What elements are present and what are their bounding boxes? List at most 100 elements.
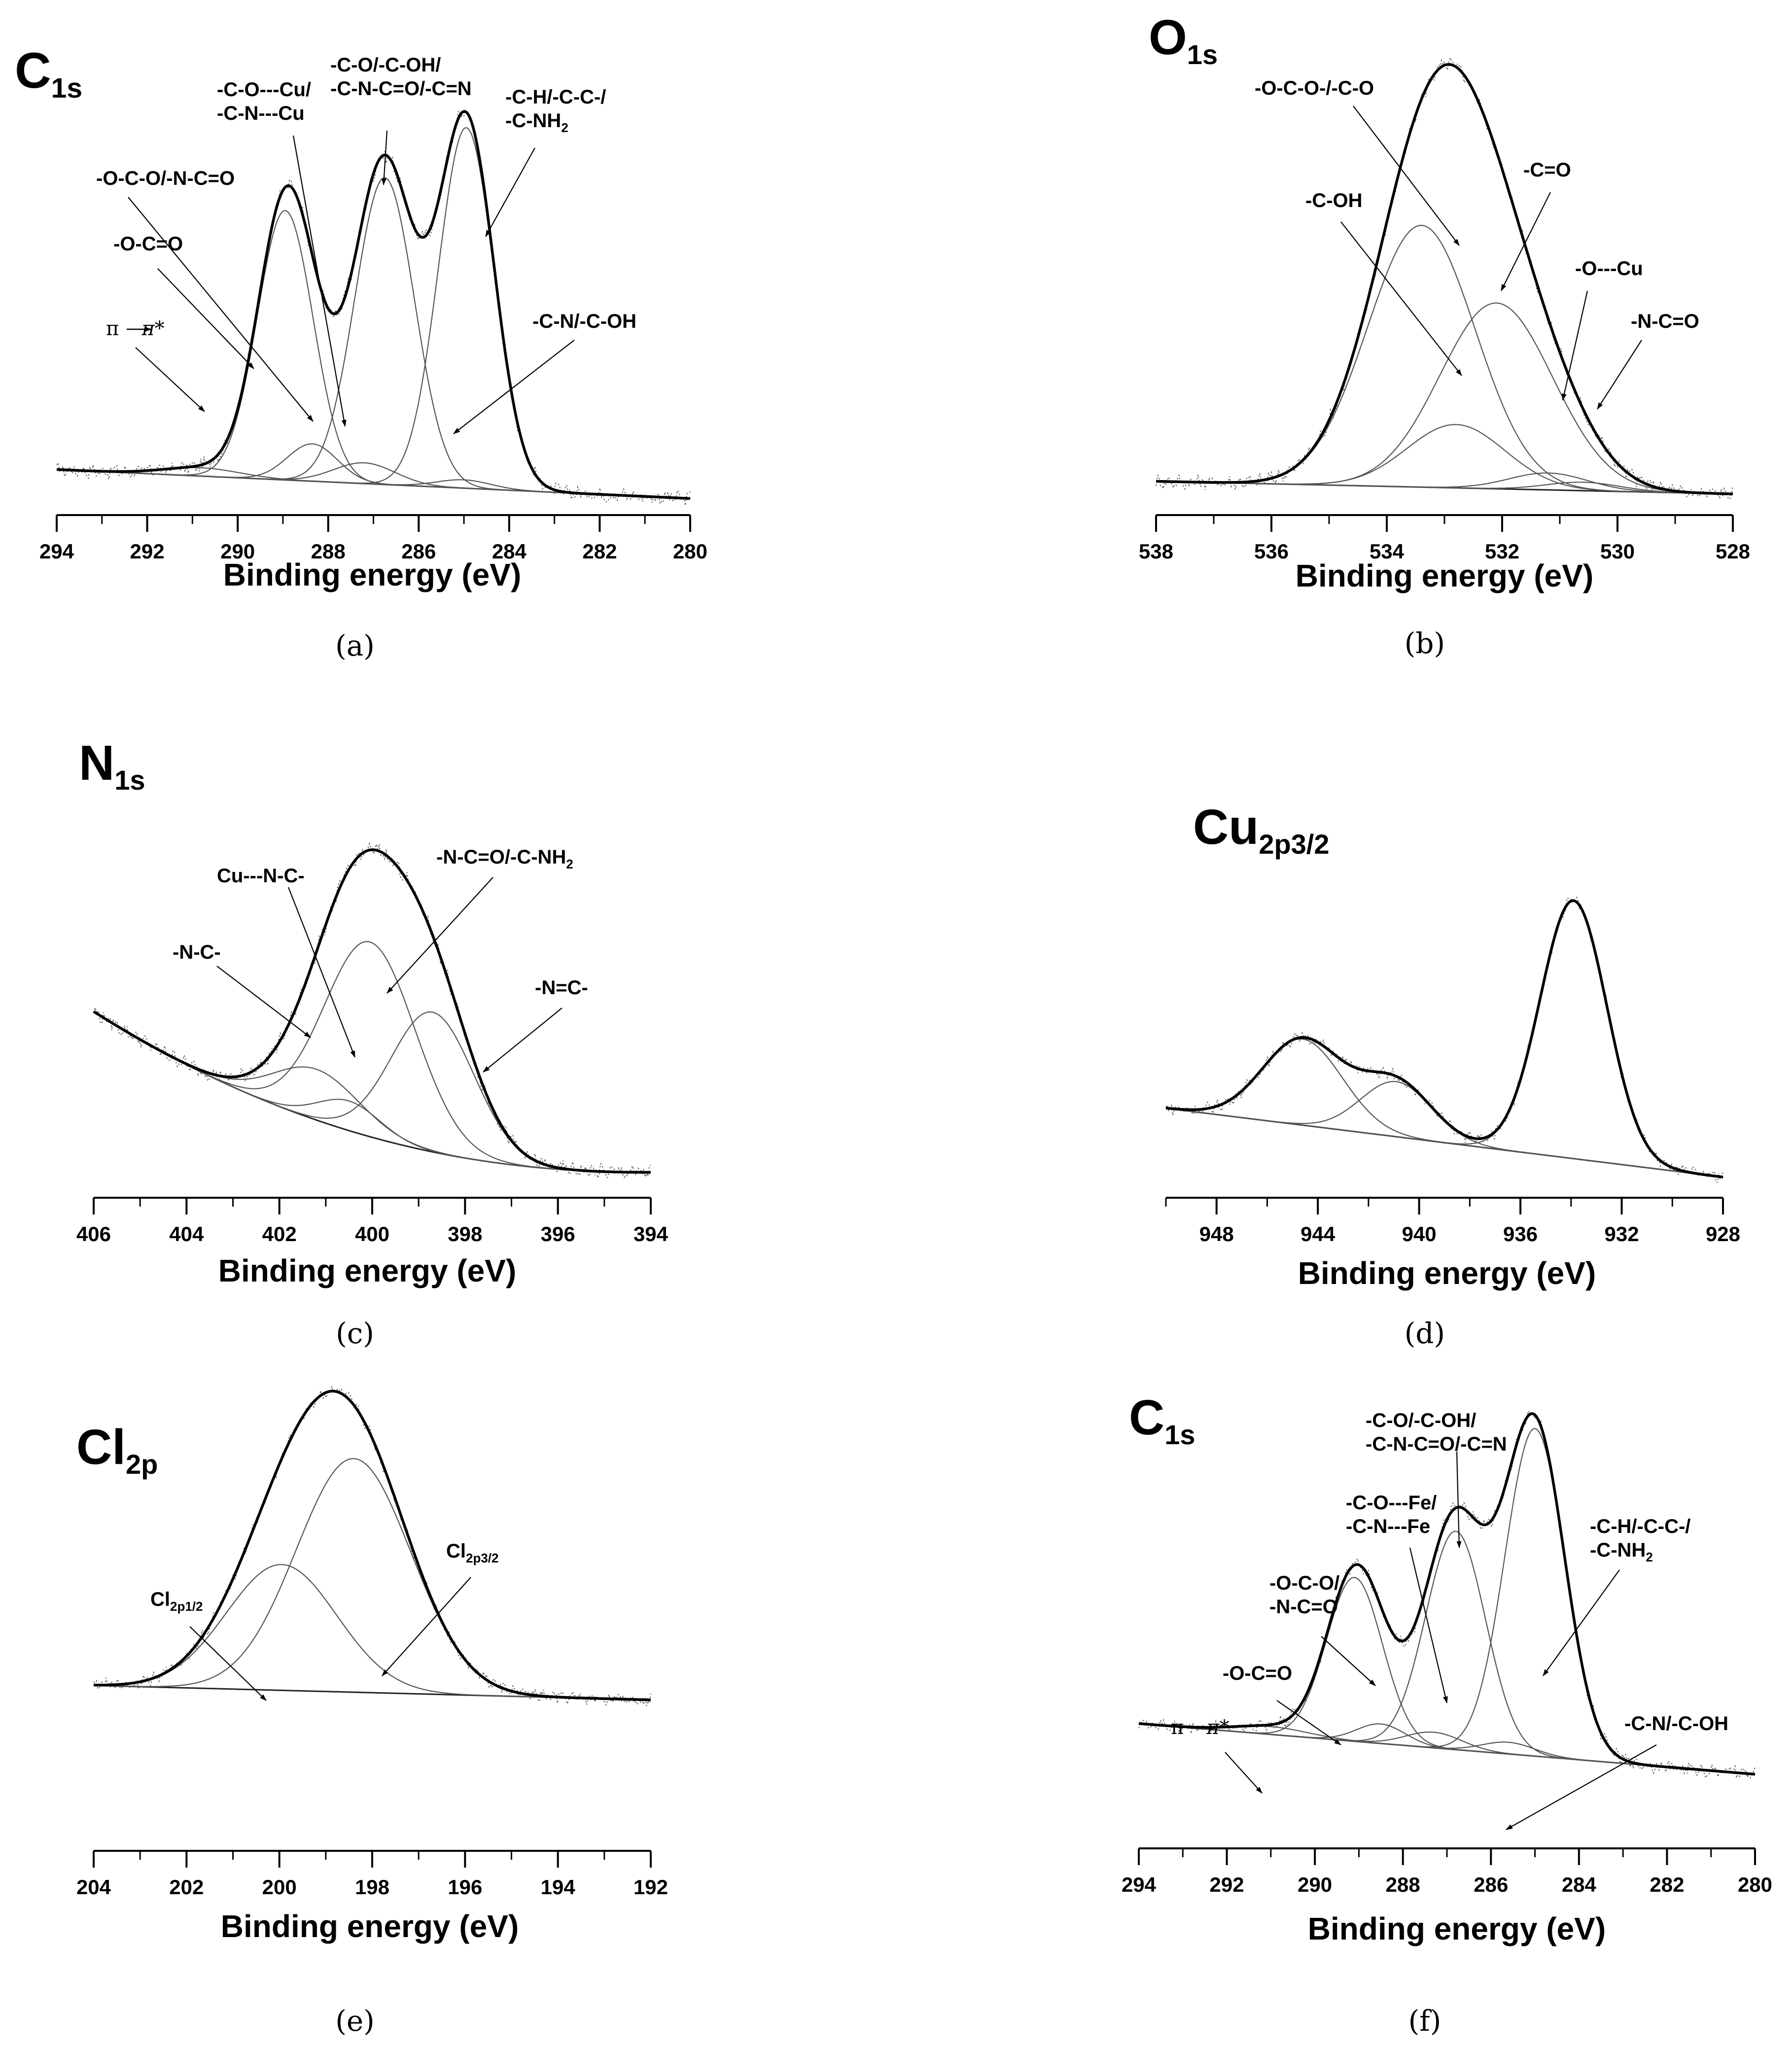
label-part: C [1664,1516,1679,1537]
x-axis-title: Binding energy (eV) [223,557,522,592]
label-part: OH [1333,190,1363,211]
label-part: - [173,941,179,963]
x-tick-label: 294 [39,540,74,563]
peak-annotation-3: -C-H/-C-C-/-C-NH2 [1543,1516,1690,1676]
x-tick-label: 402 [262,1222,297,1246]
label-part: C [1338,77,1352,99]
x-tick-label: 200 [262,1875,297,1899]
label-part: -O- [1223,1663,1251,1684]
label-part: -N-C=O/- [1386,1433,1467,1455]
label-part: -O-/- [1298,77,1338,99]
peak-label-line: -N-C=O/-C-NH2 [436,846,573,871]
title-element: Cu [1193,799,1259,855]
leader-arrow [1276,1700,1341,1745]
label-part: C [559,86,573,108]
leader-arrow [381,130,388,185]
label-part: -OH [1692,1713,1728,1735]
x-tick-label: 280 [673,540,707,563]
title-element: C [1129,1390,1164,1445]
title-subscript: 1s [1164,1419,1195,1450]
leader-arrow [1409,1547,1448,1703]
label-part: -O---Fe/ [1367,1492,1437,1514]
peak-annotation-1: -O-C-O-/-C-O [1255,77,1460,246]
label-part: C [1596,1516,1611,1537]
x-tick-label: 394 [633,1222,668,1246]
label-part: N [538,846,552,868]
label-part: C [194,168,208,189]
label-part: C [1631,1713,1645,1735]
label-part: Cu--- [217,865,263,887]
peak-annotation-4: -O-C-O/-N-C=O [96,168,314,422]
label-part: C [142,233,156,255]
x-tick-label: 286 [401,540,436,563]
label-part: - [1346,1516,1352,1537]
x-tick-label: 282 [582,540,617,563]
x-tick-label: 288 [311,540,346,563]
leader-arrow [1597,340,1642,410]
label-part: - [1346,1492,1352,1514]
label-part: O [1581,258,1597,279]
peak-label-line: -C-N-C=O/-C=N [1366,1433,1507,1455]
label-part: C [1420,1410,1435,1431]
x-tick-label: 398 [448,1222,482,1246]
peak-annotation-4: -O-C-O/-N-C=O [1269,1572,1376,1686]
label-part: C [1297,1596,1311,1618]
leader-arrow [216,966,311,1038]
label-part: -O- [1269,1572,1298,1594]
peak-annotation-2: -C-O/-C-OH/-C-N-C=O/-C=N [330,54,472,185]
peak-label-line: -C-O---Fe/ [1346,1492,1437,1514]
panel-caption: (e) [335,2004,375,2038]
label-part: C [1678,1713,1692,1735]
peak-annotation-4: -N=C- [483,977,588,1073]
leader-arrow [287,887,356,1058]
label-subscript: 2p3/2 [466,1551,499,1565]
label-part: - [573,86,580,108]
label-part: -C- [277,865,305,887]
leader-arrow [1321,1636,1376,1686]
label-part: -N-C=O/- [351,78,431,100]
label-part: -OH/ [399,54,441,76]
envelope-fit [1138,1412,1756,1776]
label-part: C [1644,1516,1658,1537]
label-part: - [436,846,443,868]
leader-arrow [1225,1752,1263,1794]
peak-label-line: -C-NH2 [505,110,568,135]
label-part: - [1658,1516,1664,1537]
label-part: C [432,78,446,100]
leader-arrow [1353,105,1460,246]
peak-annotation-6: π π* [1171,1716,1263,1794]
label-part: -C=O/-C- [457,846,537,868]
label-part: -N/- [553,311,586,332]
label-part: C [1372,1433,1386,1455]
peak-label-line: -C-OH [1305,190,1363,211]
label-part: -H/- [526,86,559,108]
peak-annotation-7: -C-N/-C-OH [453,311,636,434]
peak-annotation-2: -C-O---Fe/-C-N---Fe [1346,1492,1448,1703]
leader-arrow [1501,192,1551,291]
x-tick-label: 944 [1300,1222,1335,1246]
x-axis-title: Binding energy (eV) [218,1253,517,1288]
peak-annotation-3: -C=O [1501,159,1571,291]
panel-caption: (b) [1405,626,1445,660]
x-axis-title: Binding energy (eV) [1308,1911,1606,1946]
label-part: C [1596,1539,1611,1561]
peak-label-line: π π* [106,317,165,340]
peak-annotation-3: -N-C- [173,941,311,1038]
title-subscript: 1s [1187,39,1218,70]
label-subscript: 2 [561,120,568,135]
panel-title: C1s [1129,1390,1195,1450]
x-tick-label: 282 [1650,1873,1684,1896]
x-tick-label: 530 [1600,540,1635,563]
x-tick-label: 404 [169,1222,204,1246]
panel-caption: (f) [1408,2004,1441,2038]
peak-annotation-1: Cu---N-C- [217,865,356,1058]
peak-label-line: -O-C-O-/-C-O [1255,77,1374,99]
x-tick-label: 932 [1605,1222,1639,1246]
label-part: π [106,317,119,340]
label-part: - [217,103,223,124]
label-part: C [1352,1516,1367,1537]
label-part: - [1590,1539,1596,1561]
label-part: C [512,110,526,132]
